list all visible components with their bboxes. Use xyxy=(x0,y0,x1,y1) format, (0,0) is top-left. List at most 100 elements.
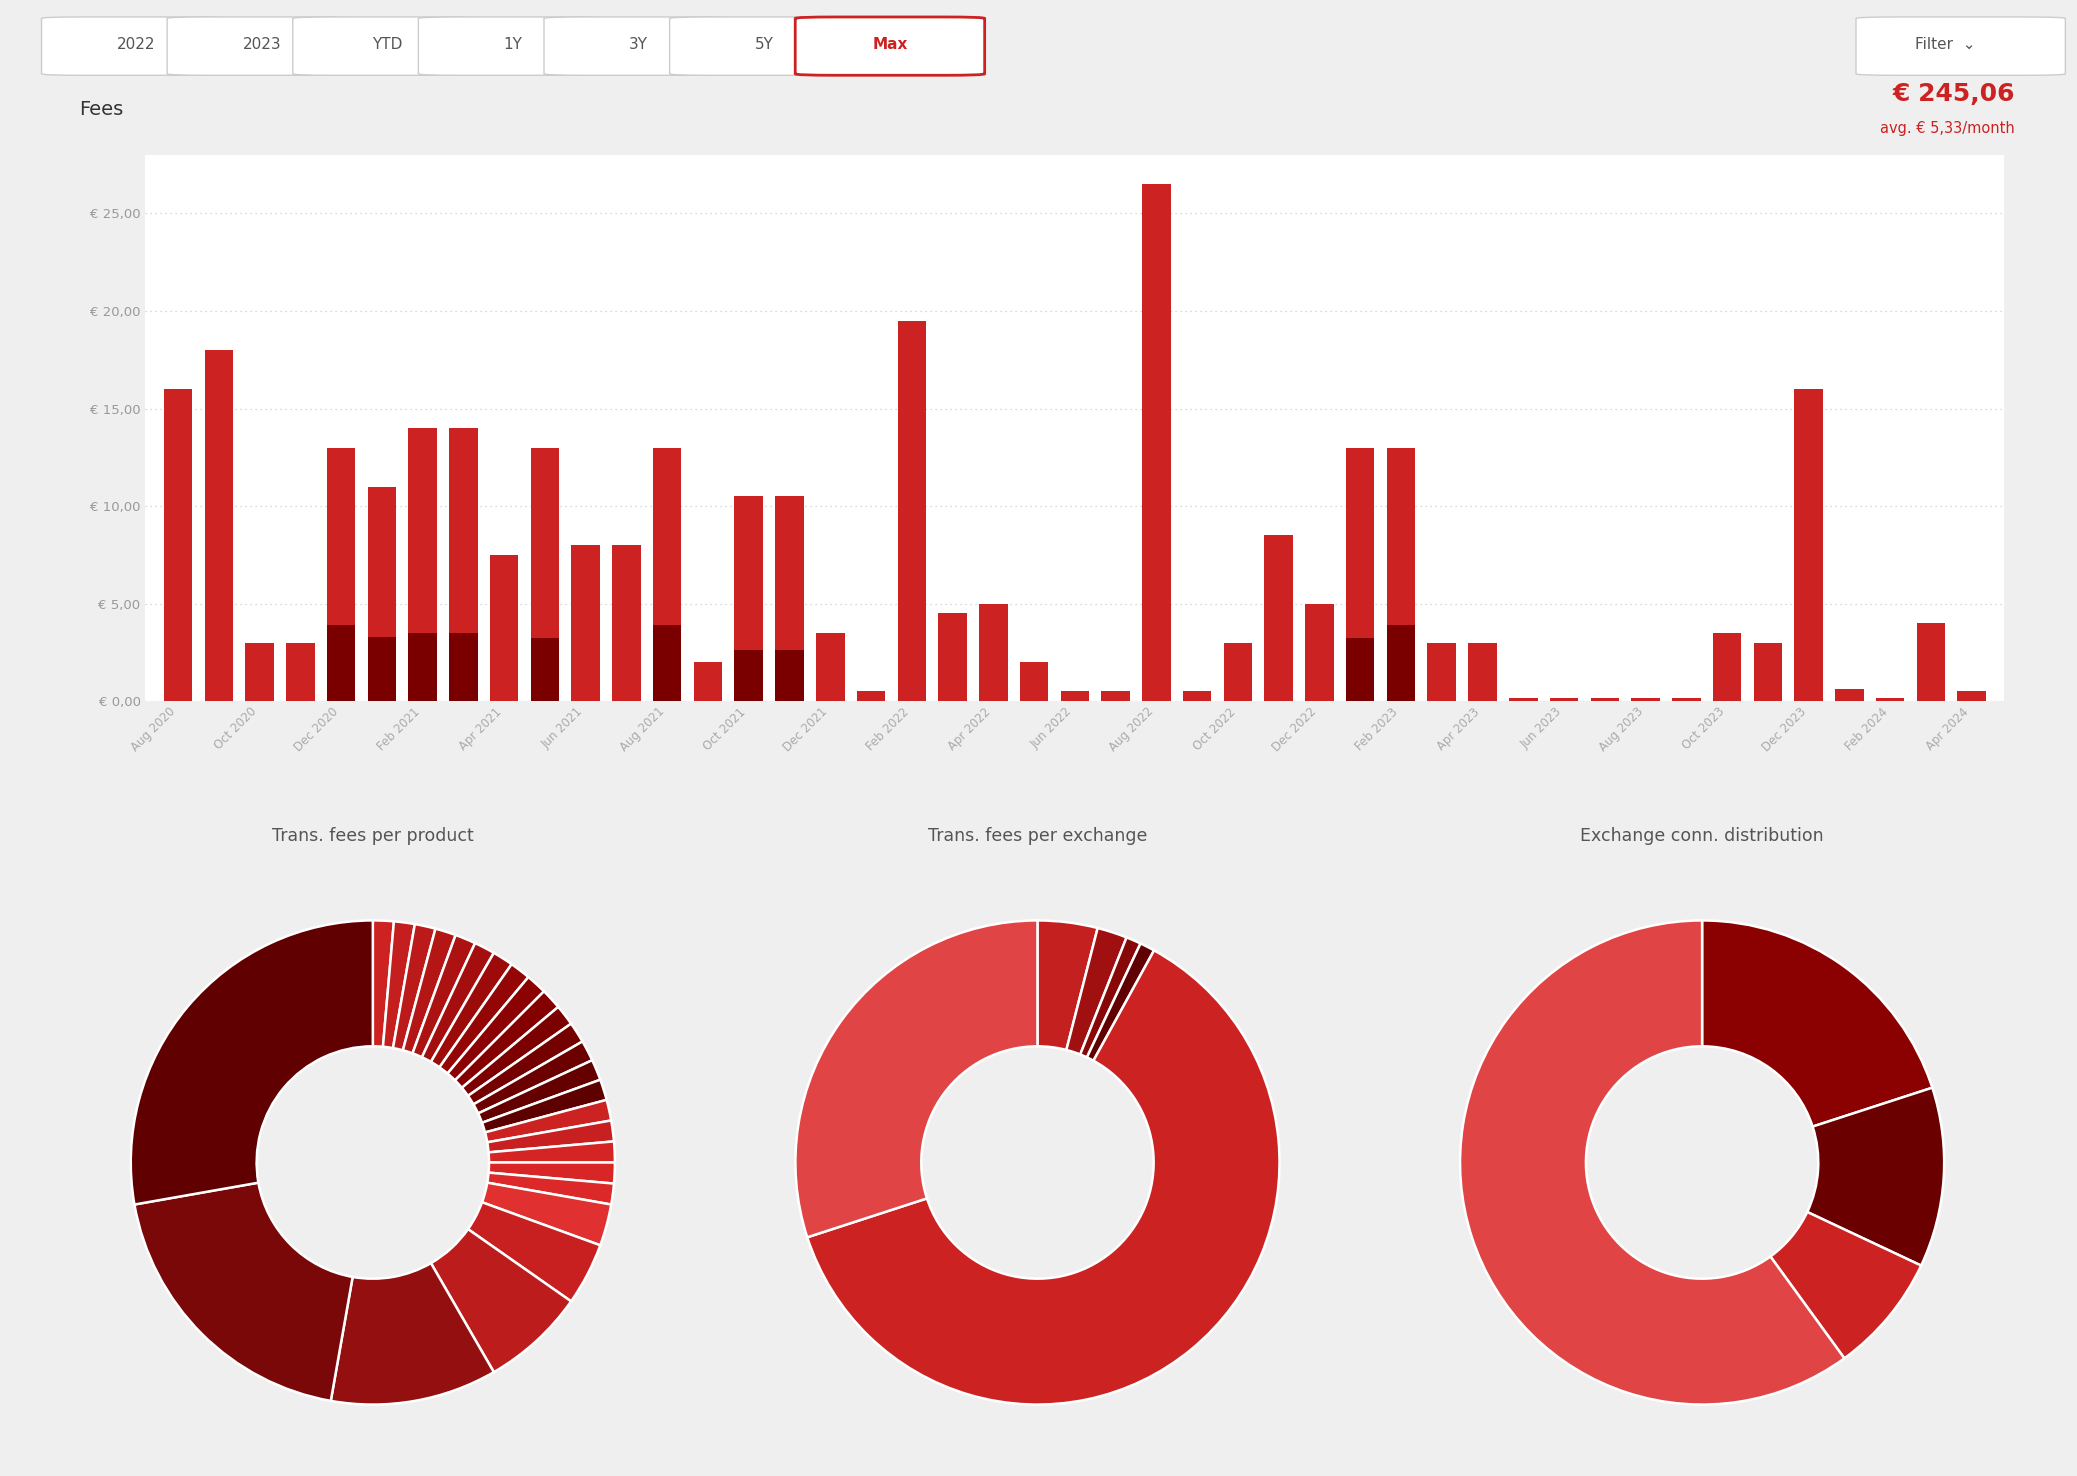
Bar xyxy=(1101,691,1130,701)
FancyBboxPatch shape xyxy=(42,18,231,75)
Text: avg. € 5,33/month: avg. € 5,33/month xyxy=(1880,121,2015,136)
Bar xyxy=(1714,633,1741,701)
Bar xyxy=(775,649,804,701)
Bar xyxy=(1223,642,1252,701)
Bar xyxy=(530,447,559,701)
Bar xyxy=(1427,642,1456,701)
Bar xyxy=(326,624,355,701)
Wedge shape xyxy=(461,1007,571,1095)
Bar xyxy=(775,496,804,701)
FancyBboxPatch shape xyxy=(166,18,357,75)
Bar xyxy=(287,642,314,701)
Wedge shape xyxy=(1701,921,1932,1126)
Text: Exchange conn. distribution: Exchange conn. distribution xyxy=(1581,827,1824,844)
Wedge shape xyxy=(488,1163,615,1184)
Wedge shape xyxy=(467,1203,600,1302)
Bar xyxy=(449,428,478,701)
Text: Max: Max xyxy=(872,37,908,52)
Wedge shape xyxy=(1807,1088,1944,1265)
Wedge shape xyxy=(488,1141,615,1163)
Text: 5Y: 5Y xyxy=(754,37,775,52)
Bar xyxy=(1387,447,1414,701)
Text: Fees: Fees xyxy=(79,100,123,120)
Bar xyxy=(1753,642,1782,701)
Bar xyxy=(1591,698,1620,701)
Bar xyxy=(1510,698,1537,701)
Wedge shape xyxy=(1086,943,1155,1061)
Bar xyxy=(1265,536,1294,701)
Text: Trans. fees per exchange: Trans. fees per exchange xyxy=(928,827,1147,844)
Bar xyxy=(409,428,436,701)
Bar xyxy=(245,642,274,701)
Bar xyxy=(490,555,519,701)
Wedge shape xyxy=(422,943,494,1061)
Wedge shape xyxy=(135,1182,353,1401)
Wedge shape xyxy=(372,921,395,1046)
Wedge shape xyxy=(131,921,374,1204)
Wedge shape xyxy=(488,1172,615,1204)
Wedge shape xyxy=(1080,937,1140,1057)
Wedge shape xyxy=(795,921,1038,1237)
Wedge shape xyxy=(430,953,511,1067)
Wedge shape xyxy=(482,1182,611,1246)
Wedge shape xyxy=(430,1230,571,1373)
Text: 3Y: 3Y xyxy=(629,37,648,52)
Bar xyxy=(1630,698,1660,701)
Bar xyxy=(368,487,397,701)
Bar xyxy=(571,545,600,701)
Text: Trans. fees per product: Trans. fees per product xyxy=(272,827,474,844)
Bar xyxy=(897,320,926,701)
Wedge shape xyxy=(393,924,436,1051)
Wedge shape xyxy=(467,1024,582,1104)
Wedge shape xyxy=(382,921,415,1048)
Bar xyxy=(1549,698,1579,701)
Bar xyxy=(735,649,762,701)
Wedge shape xyxy=(1460,921,1844,1405)
Bar xyxy=(326,447,355,701)
Bar xyxy=(1020,663,1049,701)
Bar xyxy=(1795,390,1824,701)
FancyBboxPatch shape xyxy=(417,18,609,75)
Text: YTD: YTD xyxy=(372,37,403,52)
Bar xyxy=(204,350,233,701)
Bar xyxy=(816,633,845,701)
FancyBboxPatch shape xyxy=(544,18,733,75)
Bar xyxy=(939,614,966,701)
Wedge shape xyxy=(403,928,455,1054)
Wedge shape xyxy=(474,1042,592,1113)
Bar xyxy=(1957,691,1986,701)
Wedge shape xyxy=(455,992,559,1088)
Wedge shape xyxy=(330,1263,494,1405)
Bar xyxy=(1184,691,1211,701)
Bar xyxy=(1876,698,1905,701)
Wedge shape xyxy=(447,977,544,1080)
Bar xyxy=(856,691,885,701)
Bar xyxy=(1346,447,1375,701)
FancyBboxPatch shape xyxy=(293,18,482,75)
Wedge shape xyxy=(440,964,528,1073)
Wedge shape xyxy=(488,1120,615,1153)
Text: € 245,06: € 245,06 xyxy=(1892,83,2015,106)
Text: Filter  ⌄: Filter ⌄ xyxy=(1915,37,1975,52)
Bar xyxy=(530,638,559,701)
Wedge shape xyxy=(482,1080,606,1132)
Text: 2023: 2023 xyxy=(243,37,280,52)
Wedge shape xyxy=(1066,928,1126,1054)
Bar xyxy=(449,633,478,701)
FancyBboxPatch shape xyxy=(795,18,984,75)
Bar xyxy=(735,496,762,701)
Bar xyxy=(694,663,723,701)
Wedge shape xyxy=(808,951,1279,1405)
Bar xyxy=(652,624,681,701)
Bar xyxy=(1346,638,1375,701)
Bar xyxy=(409,633,436,701)
Wedge shape xyxy=(486,1100,611,1142)
Bar xyxy=(613,545,640,701)
Bar xyxy=(1468,642,1498,701)
Bar xyxy=(1672,698,1701,701)
FancyBboxPatch shape xyxy=(1857,18,2065,75)
Wedge shape xyxy=(1036,921,1097,1049)
Bar xyxy=(1836,689,1863,701)
Bar xyxy=(368,636,397,701)
Bar xyxy=(164,390,193,701)
